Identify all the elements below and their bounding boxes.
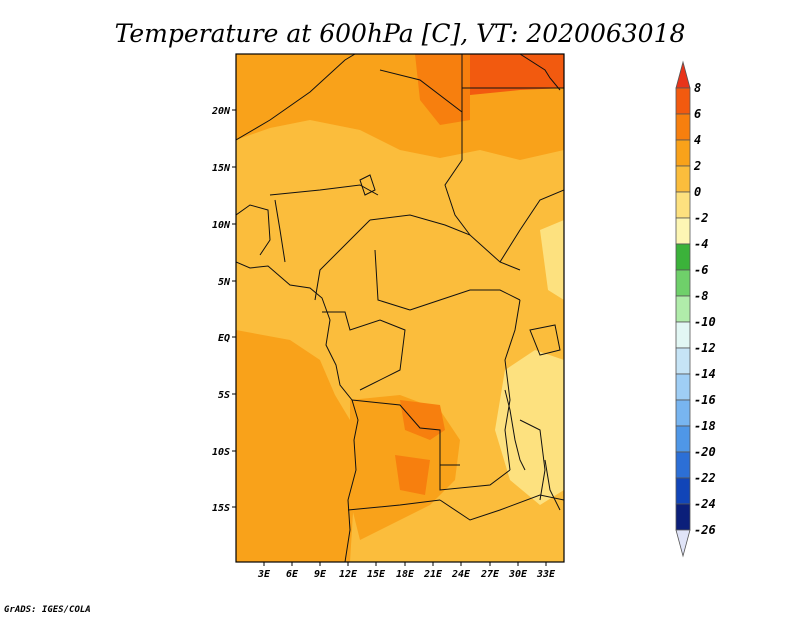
map-panel bbox=[236, 54, 564, 562]
field-cool-ethiopia bbox=[540, 220, 564, 300]
border-angola-namibia bbox=[347, 499, 441, 511]
lat-label: 5N bbox=[218, 277, 231, 288]
colorbar-label: -6 bbox=[694, 263, 708, 277]
colorbar-label: -24 bbox=[694, 497, 716, 511]
lake-malawi bbox=[544, 459, 561, 511]
lon-label: 27E bbox=[480, 569, 500, 580]
border-cameroon-car bbox=[374, 249, 411, 311]
colorbar-label: -22 bbox=[694, 471, 716, 485]
colorbar-segment bbox=[675, 87, 691, 115]
lon-label: 6E bbox=[286, 569, 299, 580]
coastlines-and-borders bbox=[236, 54, 564, 562]
lat-label: 15N bbox=[212, 163, 231, 174]
colorbar-bottom-arrow bbox=[675, 529, 691, 558]
border-zambia-south bbox=[439, 494, 564, 521]
colorbar-label: -16 bbox=[694, 393, 716, 407]
lon-label: 24E bbox=[451, 569, 471, 580]
colorbar-label: 6 bbox=[694, 107, 701, 121]
colorbar-label: -4 bbox=[694, 237, 708, 251]
colorbar-segment bbox=[675, 217, 691, 245]
border-car-drc bbox=[409, 289, 521, 311]
lat-label: 10N bbox=[212, 220, 231, 231]
colorbar-label: 0 bbox=[694, 185, 701, 199]
colorbar-segment bbox=[675, 347, 691, 375]
colorbar-segment bbox=[675, 425, 691, 453]
border-drc-angola bbox=[351, 399, 460, 466]
colorbar-segment bbox=[675, 165, 691, 193]
border-sudan-ethiopia bbox=[499, 189, 564, 263]
border-niger-libya bbox=[379, 54, 463, 114]
lon-label: 33E bbox=[536, 569, 556, 580]
border-tanzania bbox=[519, 419, 546, 501]
lake-tanganyika bbox=[504, 389, 526, 471]
colorbar-segment bbox=[675, 191, 691, 219]
lat-label: 15S bbox=[212, 503, 230, 514]
border-algeria-mali bbox=[236, 54, 356, 141]
border-drc-east bbox=[504, 299, 521, 471]
credit-label: GrADS: IGES/COLA bbox=[4, 605, 91, 615]
lon-label: 12E bbox=[339, 569, 358, 580]
latitude-axis: 20N 15N 10N 5N EQ 5S 10S 15S bbox=[211, 106, 236, 514]
colorbar-label: -18 bbox=[694, 419, 716, 433]
lat-label: 5S bbox=[218, 390, 230, 401]
colorbar-label: -10 bbox=[694, 315, 716, 329]
border-angola-zambia bbox=[439, 465, 511, 491]
border-congo bbox=[322, 311, 406, 391]
lon-label: 9E bbox=[314, 569, 327, 580]
colorbar-segment bbox=[675, 399, 691, 427]
border-chad-sudan bbox=[444, 112, 471, 236]
colorbar-label: -20 bbox=[694, 445, 716, 459]
colorbar-segment bbox=[675, 269, 691, 297]
colorbar-label: 4 bbox=[694, 133, 701, 147]
colorbar-segment bbox=[675, 503, 691, 531]
lon-label: 18E bbox=[396, 569, 415, 580]
border-benin bbox=[274, 199, 286, 263]
colorbar-segment bbox=[675, 373, 691, 401]
colorbar-segment bbox=[675, 477, 691, 505]
border-chad-car bbox=[369, 214, 521, 271]
border-ghana-togo bbox=[236, 204, 271, 256]
colorbar-label: -8 bbox=[694, 289, 708, 303]
lat-label: 20N bbox=[211, 106, 231, 117]
colorbar-segment bbox=[675, 243, 691, 271]
map-frame bbox=[235, 53, 565, 563]
border-niger-nigeria bbox=[269, 184, 379, 196]
lake-chad bbox=[359, 174, 376, 196]
map-title: Temperature at 600hPa [C], VT: 202006301… bbox=[115, 19, 686, 48]
colorbar-segment bbox=[675, 451, 691, 479]
colorbar-label: -26 bbox=[694, 523, 716, 537]
lon-label: 21E bbox=[423, 569, 443, 580]
field-hot-angola bbox=[400, 400, 445, 440]
lake-victoria bbox=[529, 324, 561, 356]
lon-label: 15E bbox=[367, 569, 386, 580]
field-cool-east-africa bbox=[495, 350, 564, 505]
colorbar-label: 2 bbox=[693, 159, 701, 173]
colorbar: 8 6 4 2 0 -2 -4 -6 -8 -10 -12 -14 -16 -18 -20 -22 -24 -26 bbox=[675, 60, 716, 558]
field-hot-angola2 bbox=[395, 455, 430, 495]
colorbar-label: 8 bbox=[694, 81, 701, 95]
border-nigeria-cameroon bbox=[314, 219, 371, 301]
lon-label: 30E bbox=[508, 569, 528, 580]
colorbar-top-arrow bbox=[675, 60, 691, 89]
field-warm-coast bbox=[236, 470, 320, 562]
lat-label: 10S bbox=[212, 447, 230, 458]
longitude-axis: 3E 6E 9E 12E 15E 18E 21E 24E 27E 30E 33E bbox=[257, 562, 556, 580]
colorbar-label: -14 bbox=[694, 367, 716, 381]
colorbar-segment bbox=[675, 139, 691, 167]
colorbar-label: -2 bbox=[694, 211, 708, 225]
colorbar-segment bbox=[675, 295, 691, 323]
lon-label: 3E bbox=[257, 569, 271, 580]
colorbar-segment bbox=[675, 321, 691, 349]
lat-label: EQ bbox=[218, 333, 230, 344]
coastline-west bbox=[236, 261, 359, 562]
red-sea-coast bbox=[519, 54, 561, 91]
colorbar-segment bbox=[675, 113, 691, 141]
colorbar-label: -12 bbox=[694, 341, 716, 355]
field-hottest-egypt bbox=[470, 54, 564, 95]
